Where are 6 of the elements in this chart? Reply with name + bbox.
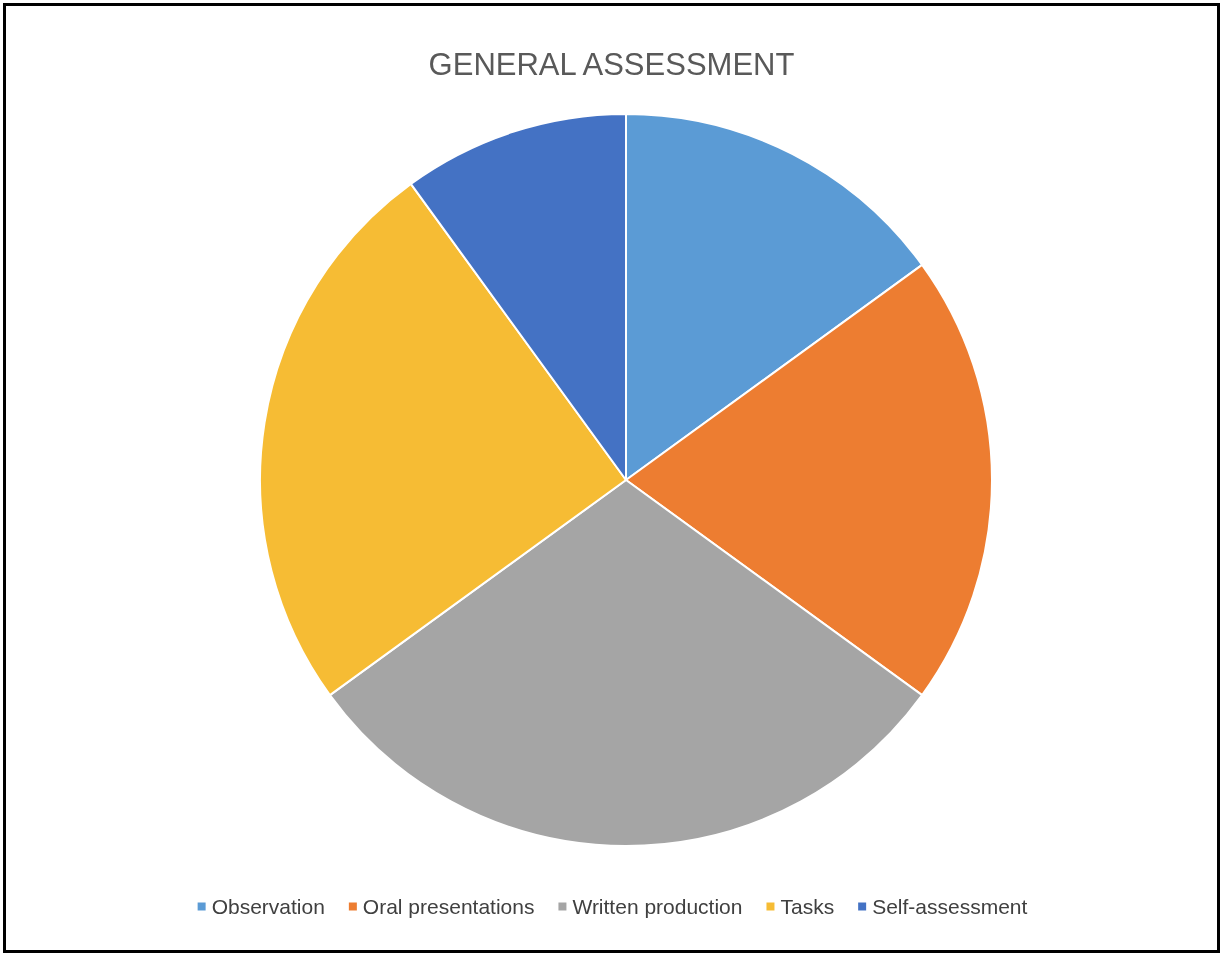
- legend-label: Tasks: [780, 895, 835, 918]
- chart-title: GENERAL ASSESSMENT: [428, 47, 795, 82]
- legend-label: Self-assessment: [872, 895, 1028, 918]
- legend-label: Observation: [211, 895, 325, 918]
- legend-label: Written production: [572, 895, 743, 918]
- legend-label: Oral presentations: [362, 895, 535, 918]
